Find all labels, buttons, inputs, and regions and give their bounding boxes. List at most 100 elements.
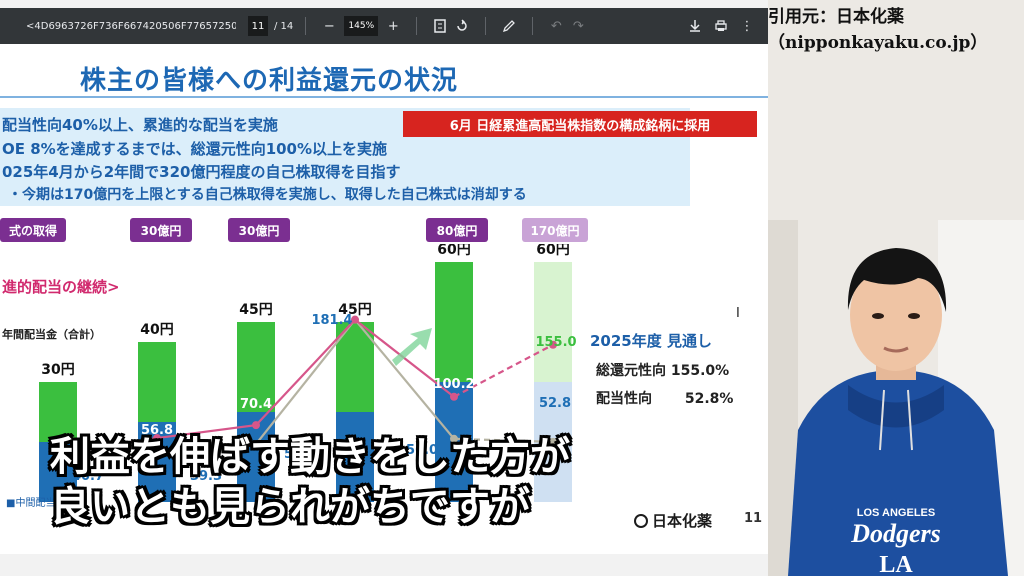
more-options-icon[interactable]: ⋮ <box>740 18 754 34</box>
pdf-viewer: <4D6963726F736F667420506F776572506F6... … <box>0 8 768 554</box>
citation-line-1: 引用元：日本化薬 <box>768 7 904 27</box>
citation: 引用元：日本化薬 （nipponkayaku.co.jp） <box>768 4 1024 56</box>
text-cursor-icon: I <box>736 306 740 321</box>
payout-ratio-line-segment <box>255 318 356 445</box>
policy-line-1: 配当性向40%以上、累進的な配当を実施 <box>2 116 278 134</box>
bar-year-end-dividend <box>39 382 77 442</box>
data-label: 100.2 <box>433 377 474 392</box>
bar-total-label: 60円 <box>437 244 470 258</box>
bar-year-end-dividend <box>534 262 572 382</box>
buyback-badge: 80億円 <box>426 218 488 242</box>
data-label: 50.4 <box>284 447 316 462</box>
slide-title: 株主の皆様への利益還元の状況 <box>80 66 459 96</box>
payout-ratio-line-point <box>153 450 161 459</box>
policy-note-bullet: ・ <box>8 187 22 203</box>
slide-page-number: 11 <box>744 511 763 526</box>
progressive-dividend-label: 進的配当の継続> <box>2 278 120 296</box>
total-return-line-point <box>450 392 458 401</box>
policy-note-text: 今期は170億円を上限とする自己株取得を実施し、取得した自己株式は消却する <box>22 187 527 203</box>
bar-year-end-dividend <box>138 342 176 422</box>
toolbar-divider <box>485 17 487 35</box>
bar-interim-dividend <box>336 412 374 502</box>
svg-text:Dodgers: Dodgers <box>850 519 941 548</box>
data-label: 40.7 <box>72 469 104 484</box>
presenter-illustration: LOS ANGELES Dodgers LA <box>768 220 1024 576</box>
bar-total-label: 30円 <box>41 362 74 378</box>
data-label: 39.3 <box>190 469 222 484</box>
bar-year-end-dividend <box>237 322 275 412</box>
company-logo: 日本化薬 <box>634 510 712 531</box>
payout-ratio-line-segment <box>453 437 554 443</box>
presenter-panel: 引用元：日本化薬 （nipponkayaku.co.jp） LOS ANGELE… <box>768 0 1024 576</box>
forecast-total-value: 155.0% <box>670 363 730 379</box>
toolbar-divider <box>532 17 534 35</box>
data-label: 56.0 <box>406 443 438 458</box>
forecast-total-return: 総還元性向 155.0% <box>596 360 729 380</box>
payout-ratio-line-segment <box>57 452 158 456</box>
index-inclusion-banner: 6月 日経累進高配当株指数の構成銘柄に採用 <box>403 111 757 137</box>
payout-ratio-line-point <box>450 434 458 443</box>
total-return-line-segment <box>453 343 554 398</box>
citation-line-2: （nipponkayaku.co.jp） <box>768 33 988 53</box>
total-return-line-segment <box>255 318 356 426</box>
page-number-input[interactable]: 11 <box>248 16 268 36</box>
pdf-slide-page: 株主の皆様への利益還元の状況 配当性向40%以上、累進的な配当を実施 OE 8%… <box>0 44 768 554</box>
buyback-badge: 式の取得 <box>0 218 66 242</box>
total-return-line-point <box>351 315 359 324</box>
payout-ratio-line-segment <box>354 318 455 440</box>
download-icon[interactable] <box>684 15 706 37</box>
toolbar-divider <box>416 17 418 35</box>
subtitle-line-1: 利益を伸ばす動きをした方が <box>50 434 570 480</box>
svg-text:LA: LA <box>879 552 913 576</box>
growth-arrow-icon <box>392 328 432 366</box>
forecast-payout-label: 配当性向 <box>596 391 652 407</box>
chart-legend: ■中間配当 <box>6 498 56 509</box>
redo-icon[interactable]: ↷ <box>572 18 584 34</box>
subtitle-line-2: 良いとも見られがちですが <box>50 484 530 530</box>
forecast-title: 2025年度 見通し <box>590 332 712 350</box>
buyback-badge: 170億円 <box>522 218 588 242</box>
undo-icon[interactable]: ↶ <box>550 18 562 34</box>
data-label: 181.4 <box>311 313 352 328</box>
toolbar-right-group: ⋮ <box>684 15 758 37</box>
total-return-line-point <box>549 340 557 349</box>
logo-text: 日本化薬 <box>652 512 713 530</box>
forecast-payout-value: 52.8% <box>684 391 734 407</box>
page-total: / 14 <box>274 20 294 32</box>
rotate-icon[interactable] <box>451 15 473 37</box>
data-label: 52.8 <box>539 396 571 411</box>
annual-dividend-label: 年間配当金（合計） <box>2 328 101 341</box>
buyback-badge: 30億円 <box>228 218 290 242</box>
document-title: <4D6963726F736F667420506F776572506F6... <box>26 20 236 32</box>
bar-total-label: 60円 <box>536 244 569 258</box>
svg-text:LOS ANGELES: LOS ANGELES <box>857 507 935 519</box>
data-label: 56.8 <box>141 423 173 438</box>
bar-total-label: 45円 <box>338 302 371 318</box>
dividend-chart: 30円 40円 45円 45円 60円 60円 40.7 56.8 39.3 70.4 50.4 18… <box>39 244 577 502</box>
video-subtitles: 利益を伸ばす動きをした方が 良いとも見られがちですが <box>50 432 570 532</box>
pdf-toolbar: <4D6963726F736F667420506F776572506F6... … <box>0 8 768 44</box>
zoom-level-input[interactable]: 145% <box>344 16 379 36</box>
bar-total-label: 40円 <box>140 322 173 338</box>
zoom-in-button[interactable]: + <box>387 18 399 34</box>
total-return-line-point <box>252 421 260 430</box>
total-return-line-segment <box>354 318 455 398</box>
policy-line-2: OE 8%を達成するまでは、総還元性向100%以上を実施 <box>2 140 388 158</box>
data-label: 70.4 <box>240 397 272 412</box>
payout-ratio-line-point <box>252 440 260 449</box>
buyback-badge: 30億円 <box>130 218 192 242</box>
payout-ratio-line-segment <box>156 443 257 456</box>
zoom-out-button[interactable]: − <box>323 18 335 34</box>
bar-year-end-dividend <box>435 262 473 382</box>
bar-total-label: 45円 <box>239 302 272 318</box>
payout-ratio-line-point <box>549 437 557 446</box>
draw-icon[interactable] <box>498 15 520 37</box>
total-return-line-segment <box>57 436 158 455</box>
data-label: 155.0 <box>535 335 576 350</box>
print-icon[interactable] <box>710 15 732 37</box>
fit-page-icon[interactable] <box>429 15 451 37</box>
forecast-payout-ratio: 配当性向 52.8% <box>596 388 733 408</box>
title-rule <box>0 96 768 98</box>
total-return-line-segment <box>156 424 257 440</box>
total-return-line-point <box>153 434 161 443</box>
